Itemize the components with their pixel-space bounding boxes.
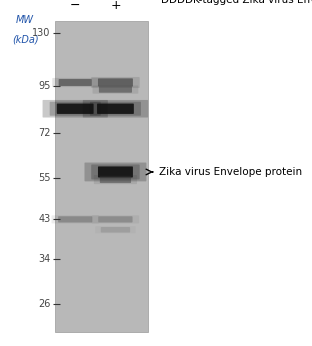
FancyBboxPatch shape bbox=[42, 100, 108, 118]
FancyBboxPatch shape bbox=[100, 176, 131, 183]
FancyBboxPatch shape bbox=[98, 216, 133, 222]
Text: 34: 34 bbox=[38, 254, 51, 264]
Text: Zika virus Envelope protein: Zika virus Envelope protein bbox=[159, 167, 302, 177]
FancyBboxPatch shape bbox=[59, 79, 92, 86]
FancyBboxPatch shape bbox=[98, 166, 133, 177]
FancyBboxPatch shape bbox=[83, 100, 148, 118]
FancyBboxPatch shape bbox=[85, 163, 146, 181]
Text: 130: 130 bbox=[32, 28, 51, 38]
FancyBboxPatch shape bbox=[99, 86, 132, 93]
FancyBboxPatch shape bbox=[101, 227, 130, 233]
FancyBboxPatch shape bbox=[92, 215, 139, 224]
Text: −: − bbox=[70, 0, 80, 12]
FancyBboxPatch shape bbox=[52, 78, 98, 87]
Text: 72: 72 bbox=[38, 128, 51, 138]
FancyBboxPatch shape bbox=[57, 103, 94, 114]
Text: +: + bbox=[110, 0, 121, 12]
Text: 55: 55 bbox=[38, 173, 51, 183]
FancyBboxPatch shape bbox=[90, 102, 141, 116]
Text: 95: 95 bbox=[38, 81, 51, 91]
FancyBboxPatch shape bbox=[91, 77, 140, 88]
FancyBboxPatch shape bbox=[95, 226, 136, 233]
FancyBboxPatch shape bbox=[98, 78, 133, 86]
Text: DDDDK-tagged Zika virus Envelope: DDDDK-tagged Zika virus Envelope bbox=[161, 0, 312, 5]
FancyBboxPatch shape bbox=[50, 102, 101, 116]
FancyBboxPatch shape bbox=[91, 164, 140, 180]
FancyBboxPatch shape bbox=[94, 175, 137, 184]
FancyBboxPatch shape bbox=[51, 215, 99, 224]
Text: 26: 26 bbox=[38, 299, 51, 309]
FancyBboxPatch shape bbox=[97, 103, 134, 114]
FancyBboxPatch shape bbox=[93, 85, 138, 94]
Text: (kDa): (kDa) bbox=[12, 35, 39, 45]
Text: MW: MW bbox=[16, 15, 34, 25]
Text: 43: 43 bbox=[38, 215, 51, 225]
Bar bbox=[55, 21, 148, 332]
FancyBboxPatch shape bbox=[58, 216, 92, 222]
